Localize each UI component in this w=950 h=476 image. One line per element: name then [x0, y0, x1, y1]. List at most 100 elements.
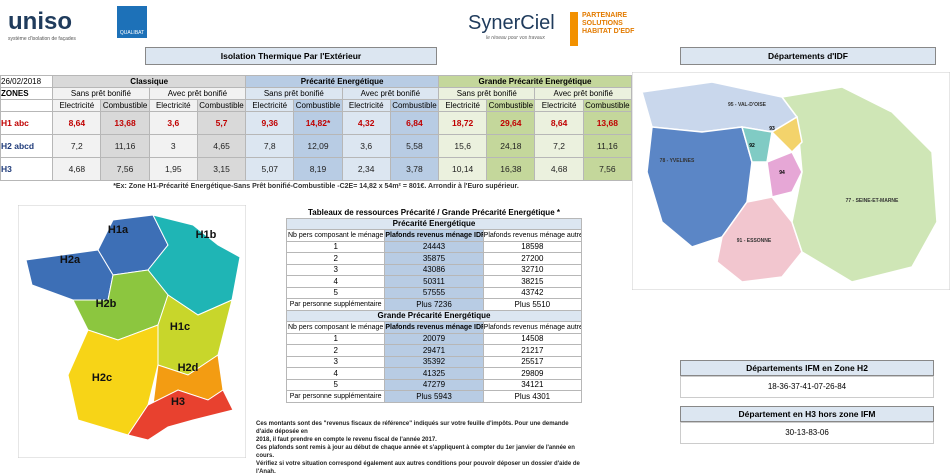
uniso-logo: uniso système d'isolation de façades: [8, 8, 128, 42]
department-label: 92: [749, 143, 755, 149]
tarif-cell: 16,38: [486, 157, 536, 181]
tarif-table: 26/02/2018 Classique Précarité Energétique…: [0, 75, 633, 181]
row: Nb pers composant le ménage Plafonds reve…: [285, 321, 583, 334]
france-map: H1a H1b H2a H2b H1c H2c H2d H3: [18, 205, 246, 458]
zone-label: H1c: [170, 321, 190, 333]
note-line: Ces montants sont des "revenus fiscaux d…: [256, 421, 569, 435]
zone-label: H2d: [178, 362, 199, 374]
tarif-cell: 7,56: [100, 157, 150, 181]
subgroup-header: Sans prêt bonifié: [245, 87, 343, 100]
department-label: 94: [779, 170, 785, 176]
row: H2 abcd 7,2 11,16 3 4,65 7,8 12,09 3,6 5,58 15,6 2…: [0, 134, 633, 158]
tarif-cell: 5,7: [196, 111, 247, 135]
zone: H3: [0, 157, 54, 181]
row: 2 35875 27200: [285, 252, 583, 265]
tarif-cell: 2,34: [341, 157, 391, 181]
row: 1 20079 14508: [285, 332, 583, 345]
department-label: 77 - SEINE-ET-MARNE: [846, 198, 899, 204]
row: Par personne supplémentaire Plus 5943 Plus…: [285, 390, 583, 403]
section-title: Précarité Energétique: [286, 217, 582, 230]
row: 5 57555 43742: [285, 286, 583, 299]
column-header: Plafonds revenus ménage autres reg: [482, 229, 583, 242]
tarif-cell: 7,8: [245, 134, 295, 158]
department-label: 91 - ESSONNE: [737, 238, 772, 244]
tarif-cell: 7,56: [582, 157, 633, 181]
zone: H2 abcd: [0, 134, 54, 158]
cell: 21217: [482, 344, 583, 357]
cell: Par personne supplémentaire: [285, 390, 386, 403]
column-header: Electricité: [148, 99, 198, 112]
ifm-title: Département en H3 hors zone IFM: [680, 406, 934, 422]
tarif-cell: 4,68: [52, 157, 102, 181]
tarif-cell: 5,58: [389, 134, 440, 158]
tarif-cell: 13,68: [582, 111, 633, 135]
row: 2 29471 21217: [285, 344, 583, 357]
department-label: 93: [769, 126, 775, 132]
idf-title: Départements d'IDF: [680, 47, 936, 65]
tarif-cell: 8,64: [52, 111, 102, 135]
cell: 5: [285, 378, 386, 391]
cell: 29471: [384, 344, 484, 357]
tarif-cell: 3,15: [196, 157, 247, 181]
synerciel-logo: SynerCiel le réseau pour vos travaux: [468, 12, 555, 41]
tarif-cell: 14,82*: [293, 111, 343, 135]
department-area: [766, 151, 803, 198]
tarif-cell: 24,18: [486, 134, 536, 158]
column-header: Electricité: [438, 99, 488, 112]
column-header: Combustible: [582, 99, 633, 112]
group-header: Grande Précarité Energétique: [438, 75, 632, 88]
cell: 57555: [384, 286, 484, 299]
column-header: Nb pers composant le ménage: [285, 229, 386, 242]
ifm-value: 18-36-37-41-07-26-84: [680, 376, 934, 398]
footnote: *Ex: Zone H1-Précarité Energétique-Sans …: [113, 183, 519, 190]
row: Précarité Energétique: [286, 217, 582, 230]
row: H3 4,68 7,56 1,95 3,15 5,07 8,19 2,34 3,78 10,14 1…: [0, 157, 633, 181]
cell: 20079: [384, 332, 484, 345]
column-header: Electricité: [341, 99, 391, 112]
cell: 35875: [384, 252, 484, 265]
page: uniso système d'isolation de façades QUA…: [0, 6, 950, 475]
resources-title: Tableaux de ressources Précarité / Grand…: [308, 207, 560, 217]
cell: 50311: [384, 275, 484, 288]
cell: 4: [285, 275, 386, 288]
row: Par personne supplémentaire Plus 7236 Plus…: [285, 298, 583, 311]
row: 4 50311 38215: [285, 275, 583, 288]
tarif-cell: 4,68: [534, 157, 584, 181]
group-header: Classique: [52, 75, 247, 88]
cell: 43742: [482, 286, 583, 299]
cell: 43086: [384, 263, 484, 276]
cell: Plus 5510: [482, 298, 583, 311]
row: 5 47279 34121: [285, 378, 583, 391]
column-header: Nb pers composant le ménage: [285, 321, 386, 334]
cell: 38215: [482, 275, 583, 288]
section-title: Grande Précarité Energétique: [286, 309, 582, 322]
cell: 5: [285, 286, 386, 299]
row: 3 35392 25517: [285, 355, 583, 368]
zone-label: H2a: [60, 254, 81, 266]
brand: uniso: [8, 8, 72, 35]
subgroup-header: Sans prêt bonifié: [52, 87, 150, 100]
note: Ces montants sont des "revenus fiscaux d…: [256, 420, 586, 476]
group-header: Précarité Energétique: [245, 75, 440, 88]
cell: Plus 5943: [384, 390, 484, 403]
date: 26/02/2018: [0, 75, 54, 88]
tarif-cell: 1,95: [148, 157, 198, 181]
tarif-cell: 8,19: [293, 157, 343, 181]
resources-table: Tableaux de ressources Précarité / Grand…: [285, 207, 583, 403]
cell: 4: [285, 367, 386, 380]
title: Isolation Thermique Par l'Extérieur: [145, 47, 437, 65]
subgroup-header: Avec prêt bonifié: [534, 87, 632, 100]
cell: 34121: [482, 378, 583, 391]
cell: 25517: [482, 355, 583, 368]
row: Grande Précarité Energétique: [286, 309, 582, 322]
row: 3 43086 32710: [285, 263, 583, 276]
row: 26/02/2018 Classique Précarité Energétique…: [0, 75, 632, 88]
note-line: Ces plafonds sont remis à jour au début …: [256, 445, 575, 459]
tarif-cell: 3,6: [148, 111, 198, 135]
cell: 1: [285, 240, 386, 253]
column-header: Combustible: [486, 99, 536, 112]
partner-tagline: le réseau pour vos travaux: [486, 35, 545, 41]
cell: 41325: [384, 367, 484, 380]
zone-label: H3: [171, 396, 185, 408]
column-header: Plafonds revenus ménage IDF: [384, 229, 484, 242]
